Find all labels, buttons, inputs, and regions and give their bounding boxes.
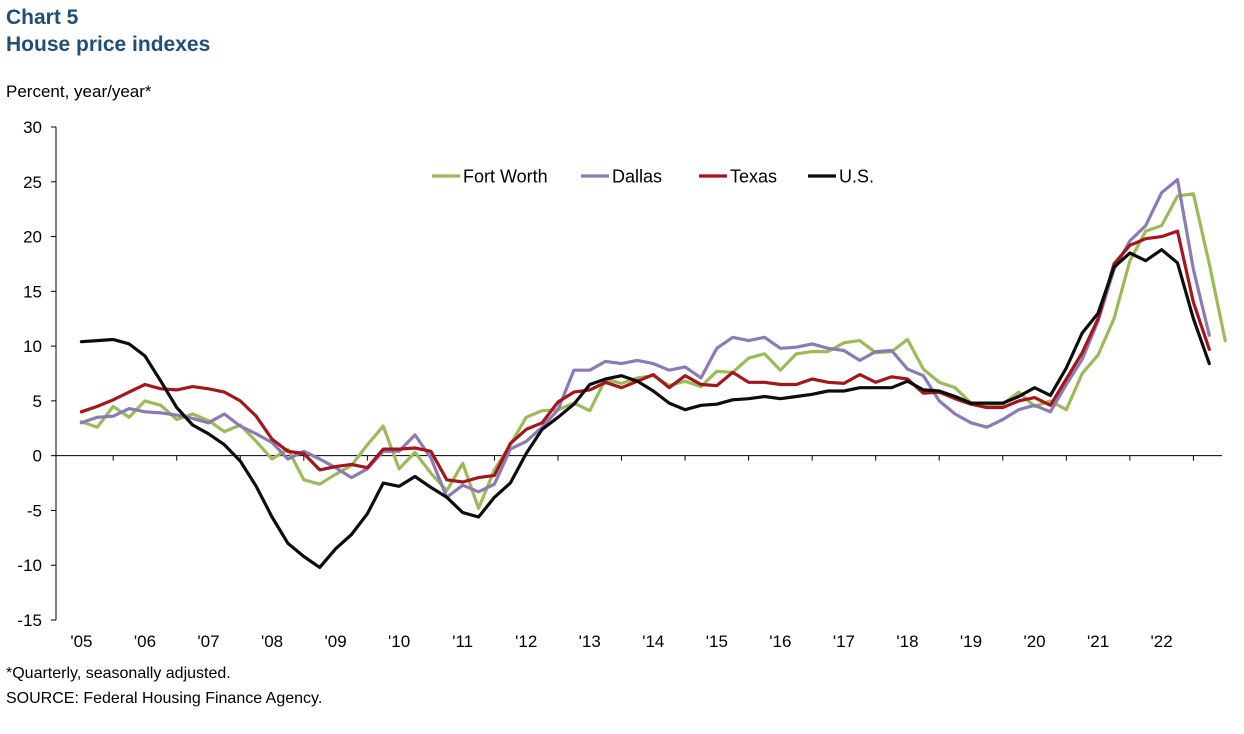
- title-block: Chart 5 House price indexes: [6, 4, 210, 58]
- x-tick-label: '18: [896, 632, 918, 651]
- x-tick-label: '17: [833, 632, 855, 651]
- x-tick-label: '11: [452, 632, 473, 651]
- y-tick-label: -15: [17, 611, 42, 630]
- x-tick-label: '12: [515, 632, 537, 651]
- series-line-fort-worth: [79, 192, 1227, 510]
- series-line-u-s: [79, 248, 1211, 570]
- y-tick-label: 25: [23, 173, 42, 192]
- y-tick-label: 15: [23, 282, 42, 301]
- x-tick-label: '06: [134, 632, 156, 651]
- x-tick-label: '09: [325, 632, 347, 651]
- y-tick-label: 0: [33, 447, 42, 466]
- legend-label-fort-worth: Fort Worth: [463, 167, 548, 187]
- source-note: SOURCE: Federal Housing Finance Agency.: [6, 690, 323, 707]
- x-tick-label: '22: [1151, 632, 1173, 651]
- y-tick-label: -10: [17, 556, 42, 575]
- series-lines: [79, 178, 1227, 570]
- x-tick-label: '19: [960, 632, 982, 651]
- x-tick-label: '14: [642, 632, 664, 651]
- chart-number: Chart 5: [6, 6, 79, 29]
- series-line-dallas: [79, 178, 1211, 499]
- x-tick-label: '08: [261, 632, 283, 651]
- x-tick-label: '15: [706, 632, 728, 651]
- y-tick-label: 20: [23, 228, 42, 247]
- x-tick-label: '16: [769, 632, 791, 651]
- footnote: *Quarterly, seasonally adjusted.: [6, 665, 231, 682]
- legend-label-u-s: U.S.: [839, 167, 874, 187]
- y-tick-label: 10: [23, 337, 42, 356]
- axes: 30 25 20 15 10 5 0 -5 -10 -15 '05 '06 '07 '08 '09 '10 '1…: [17, 118, 1222, 651]
- legend-label-texas: Texas: [730, 167, 777, 187]
- chart-title: House price indexes: [6, 33, 211, 56]
- y-tick-label: -5: [27, 501, 42, 520]
- y-tick-label: 30: [23, 118, 42, 137]
- x-tick-label: '07: [197, 632, 219, 651]
- x-tick-label: '05: [70, 632, 92, 651]
- x-tick-label: '13: [579, 632, 601, 651]
- legend: Fort Worth Dallas Texas U.S.: [432, 167, 874, 187]
- x-tick-label: '10: [388, 632, 410, 651]
- series-line-texas: [79, 229, 1211, 484]
- x-tick-label: '21: [1087, 632, 1109, 651]
- y-axis-label: Percent, year/year*: [6, 82, 152, 101]
- y-tick-label: 5: [33, 392, 42, 411]
- x-tick-label: '20: [1023, 632, 1045, 651]
- legend-label-dallas: Dallas: [612, 167, 662, 187]
